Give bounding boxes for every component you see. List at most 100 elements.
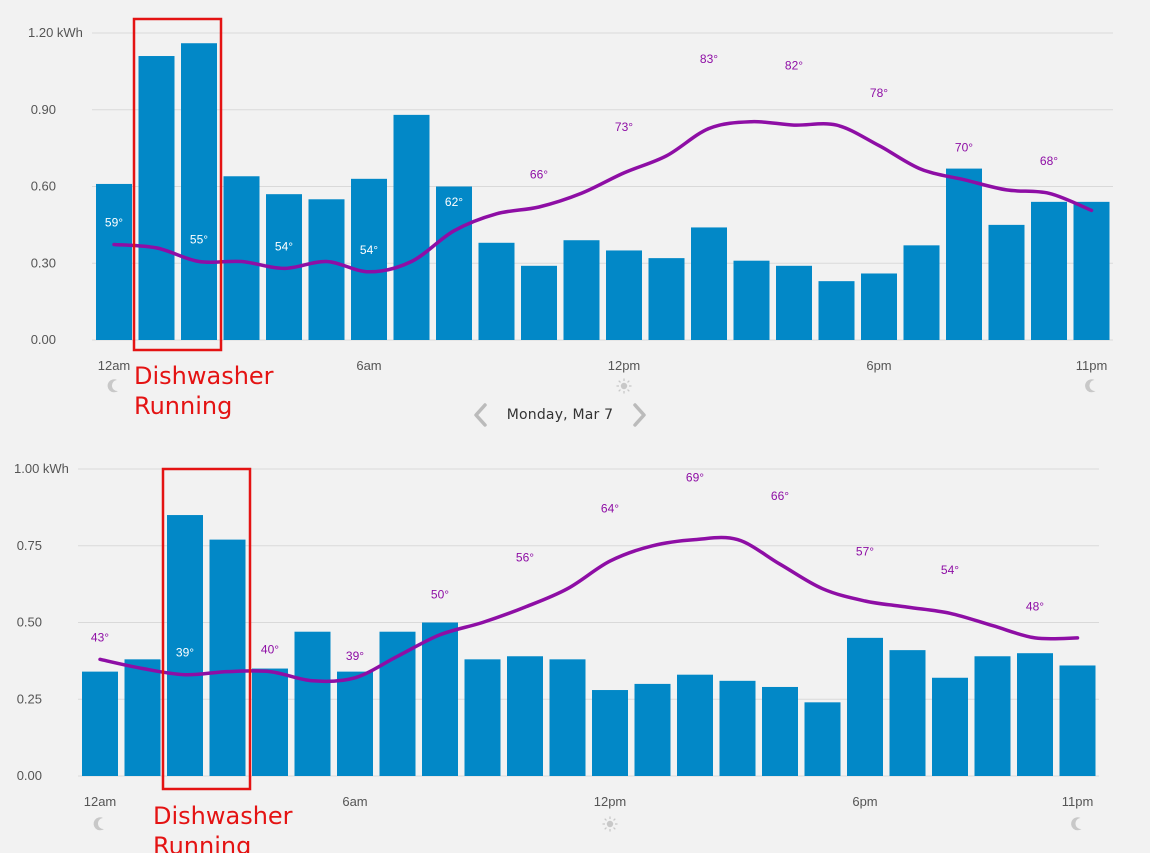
bar (124, 659, 161, 776)
bar (507, 656, 543, 776)
bar (988, 224, 1025, 340)
x-tick-label: 6pm (866, 358, 891, 373)
bar (393, 114, 430, 340)
y-tick-label: 0.00 (31, 332, 56, 347)
annotation-text: Dishwasher (153, 802, 293, 830)
temperature-label: 40° (261, 643, 279, 657)
bar (436, 186, 472, 340)
bar (776, 265, 812, 340)
temperature-label: 78° (870, 86, 888, 100)
bar (889, 650, 926, 776)
bar (733, 260, 770, 340)
bar (464, 659, 501, 776)
y-tick-label: 1.00 kWh (14, 461, 69, 476)
bar (223, 176, 260, 340)
bar (974, 656, 1011, 776)
temperature-label: 73° (615, 120, 633, 134)
bar (167, 515, 203, 776)
x-tick-label: 12pm (594, 794, 627, 809)
temperature-label: 54° (275, 239, 293, 253)
temperature-label: 55° (190, 233, 208, 247)
bar (804, 702, 841, 776)
sun-core (620, 382, 628, 390)
moon-icon (1071, 817, 1082, 831)
sun-icon (616, 378, 632, 394)
temperature-label: 54° (941, 563, 959, 577)
temperature-label: 66° (530, 168, 548, 182)
y-tick-label: 0.90 (31, 102, 56, 117)
bar (252, 668, 288, 776)
x-tick-label: 12am (84, 794, 117, 809)
bar (1073, 201, 1110, 340)
bar (903, 245, 940, 340)
temperature-label: 66° (771, 489, 789, 503)
sun-ray (613, 818, 616, 821)
sun-ray (618, 380, 621, 383)
temperature-label: 70° (955, 140, 973, 154)
bar (606, 250, 642, 340)
temperature-label: 39° (176, 646, 194, 660)
x-tick-label: 12am (98, 358, 131, 373)
bar (478, 242, 515, 340)
date-label: Monday, Mar 7 (506, 407, 614, 423)
moon-icon (1085, 379, 1096, 393)
sun-core (606, 820, 614, 828)
bar (1017, 653, 1053, 776)
x-tick-label: 11pm (1062, 794, 1094, 809)
x-tick-label: 11pm (1076, 358, 1108, 373)
temperature-label: 54° (360, 243, 378, 257)
y-tick-label: 0.30 (31, 255, 56, 270)
temperature-label: 43° (91, 630, 109, 644)
chevron-left-icon[interactable] (470, 402, 492, 428)
bar (563, 240, 600, 340)
annotation-text: Running (134, 392, 232, 420)
bar (351, 178, 387, 340)
annotation-text: Dishwasher (134, 362, 274, 390)
temperature-label: 62° (445, 195, 463, 209)
temperature-label: 64° (601, 501, 619, 515)
temperature-label: 57° (856, 544, 874, 558)
chevron-right-icon[interactable] (628, 402, 650, 428)
bar (138, 56, 175, 341)
sun-ray (627, 380, 630, 383)
temperature-line (112, 119, 1094, 274)
bar (691, 227, 727, 340)
moon-icon (93, 817, 104, 831)
bar (209, 539, 246, 776)
x-tick-label: 12pm (608, 358, 641, 373)
bar (818, 281, 855, 340)
bar (592, 690, 628, 776)
temperature-label: 48° (1026, 600, 1044, 614)
sun-ray (604, 827, 607, 830)
bar (294, 631, 331, 776)
temperature-label: 56° (516, 551, 534, 565)
sun-ray (613, 827, 616, 830)
temperature-label: 39° (346, 649, 364, 663)
annotation-box (132, 17, 223, 352)
sun-icon (602, 816, 618, 832)
bar (549, 659, 586, 776)
date-navigator: Monday, Mar 7 (470, 400, 650, 430)
sun-ray (627, 389, 630, 392)
temperature-label: 82° (785, 59, 803, 73)
bar (521, 265, 557, 340)
bar (719, 680, 756, 776)
bar (634, 683, 671, 776)
temperature-line (98, 535, 1080, 684)
chart-2: 0.00 0.25 0.50 0.75 1.00 kWh 43° 39° 40° 39° 50° 5… (14, 461, 1099, 853)
temperature-label: 83° (700, 52, 718, 66)
temperature-label: 68° (1040, 154, 1058, 168)
bar (861, 273, 897, 340)
moon-icon (107, 379, 118, 393)
bar (847, 637, 883, 776)
bar (82, 671, 118, 776)
sun-ray (618, 389, 621, 392)
y-tick-label: 1.20 kWh (28, 25, 83, 40)
x-tick-label: 6pm (852, 794, 877, 809)
bar (932, 677, 968, 776)
temperature-label: 59° (105, 215, 123, 229)
y-tick-label: 0.60 (31, 179, 56, 194)
bar (677, 674, 713, 776)
y-tick-label: 0.00 (17, 768, 42, 783)
